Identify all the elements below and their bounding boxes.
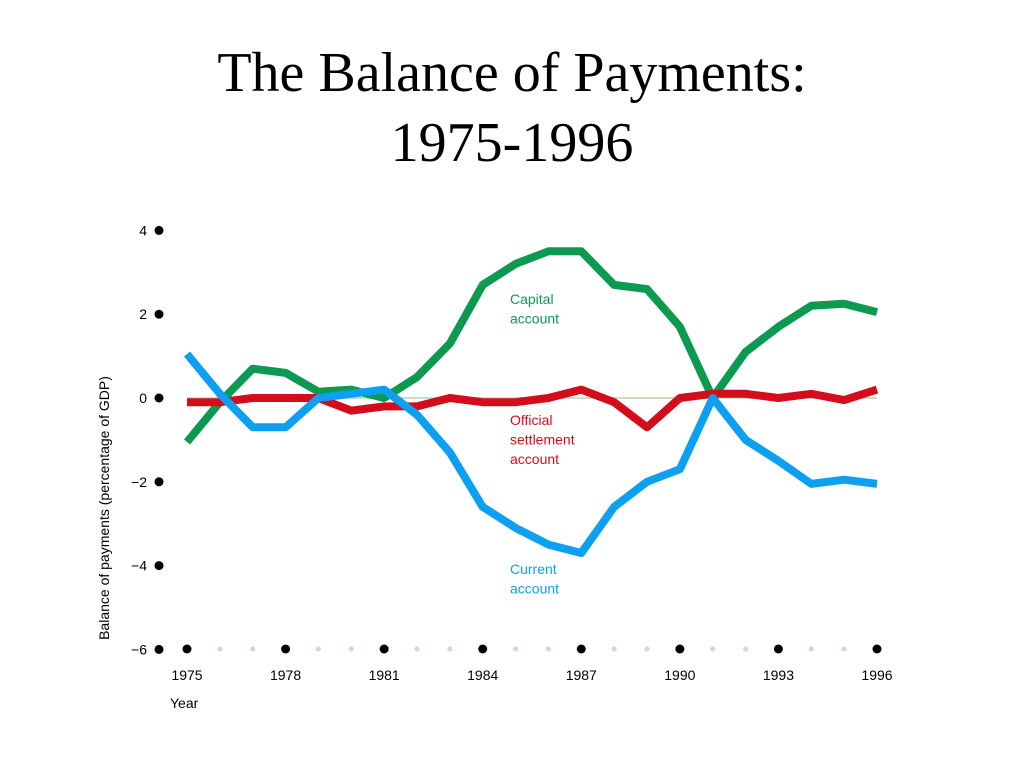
y-tick-label-2: 0 (139, 390, 147, 406)
x-tick-dot-2 (379, 644, 389, 654)
x-tick-label-1: 1978 (270, 667, 301, 683)
x-tick-label-6: 1993 (763, 667, 794, 683)
x-tick-label-5: 1990 (664, 667, 695, 683)
series-annotation-2: Current account (510, 561, 559, 597)
y-tick-label-3: −2 (131, 474, 147, 490)
x-minor-dot-11 (545, 646, 551, 652)
y-tick-dot-2 (154, 393, 164, 403)
x-tick-label-0: 1975 (171, 667, 202, 683)
series-line-2 (183, 351, 878, 557)
x-tick-dot-7 (872, 644, 882, 654)
x-minor-dot-17 (743, 646, 749, 652)
series-annotation-0: Capital account (510, 291, 559, 327)
series-line-1 (187, 385, 879, 432)
y-tick-dot-1 (154, 309, 164, 319)
slide-title: The Balance of Payments: 1975-1996 (0, 38, 1024, 178)
x-axis-title: Year (170, 695, 199, 711)
series-annotation-1-line-1: settlement (510, 432, 575, 448)
x-tick-label-4: 1987 (566, 667, 597, 683)
y-tick-label-0: 4 (139, 222, 147, 238)
y-tick-label-4: −4 (131, 558, 147, 574)
slide-title-line-2: 1975-1996 (390, 112, 634, 174)
x-minor-dot-13 (611, 646, 617, 652)
x-minor-dot-5 (348, 646, 354, 652)
x-tick-dot-0 (182, 644, 192, 654)
slide-title-line-1: The Balance of Payments: (217, 42, 807, 104)
x-minor-dot-1 (217, 646, 223, 652)
x-minor-dot-16 (710, 646, 716, 652)
y-tick-dot-3 (154, 477, 164, 487)
axis-layer: 4 2 0 −2 −4 −6 1975 1978 1981 1984 1987 1990 1993 199… (131, 222, 893, 683)
series-annotation-1: Official settlement account (510, 412, 575, 467)
x-minor-dot-7 (414, 646, 420, 652)
series-annotation-2-line-0: Current (510, 561, 557, 577)
x-tick-dot-1 (281, 644, 291, 654)
y-tick-dot-0 (154, 225, 164, 235)
series-annotation-0-line-1: account (510, 311, 559, 327)
x-minor-dot-2 (250, 646, 256, 652)
x-tick-dot-5 (675, 644, 685, 654)
x-tick-label-7: 1996 (861, 667, 892, 683)
y-axis-title: Balance of payments (percentage of GDP) (96, 376, 112, 640)
x-minor-dot-10 (513, 646, 519, 652)
y-tick-dot-4 (154, 561, 164, 571)
x-tick-dot-6 (773, 644, 783, 654)
y-tick-dot-5 (154, 644, 164, 654)
x-minor-dot-14 (644, 646, 650, 652)
x-minor-dot-19 (808, 646, 814, 652)
x-tick-dot-3 (478, 644, 488, 654)
series-line-0 (183, 247, 878, 445)
y-tick-label-5: −6 (131, 641, 147, 657)
x-tick-label-3: 1984 (467, 667, 498, 683)
y-tick-label-1: 2 (139, 306, 147, 322)
x-minor-dot-20 (841, 646, 847, 652)
series-layer (183, 247, 879, 557)
series-annotation-2-line-1: account (510, 581, 559, 597)
x-tick-label-2: 1981 (369, 667, 400, 683)
series-annotation-0-line-0: Capital (510, 291, 554, 307)
x-minor-dot-4 (315, 646, 321, 652)
x-minor-dot-8 (447, 646, 453, 652)
series-annotation-1-line-2: account (510, 451, 559, 467)
series-annotation-1-line-0: Official (510, 412, 553, 428)
x-tick-dot-4 (576, 644, 586, 654)
